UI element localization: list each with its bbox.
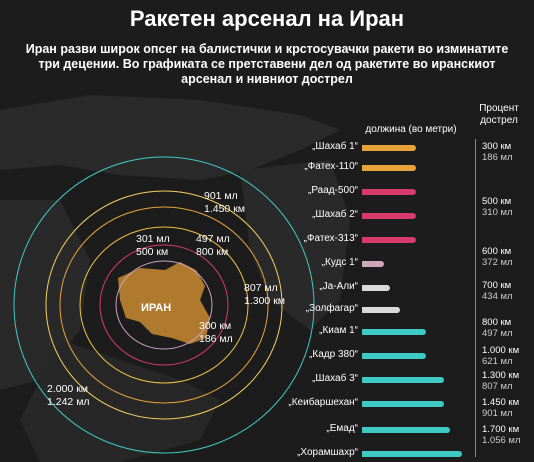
- missile-bar: [362, 237, 416, 243]
- range-label-300: 300 км 186 мл: [199, 320, 233, 345]
- landmass-north: [0, 95, 340, 180]
- missile-name: „Киам 1“: [319, 325, 358, 336]
- range-ring-300: [115, 260, 213, 350]
- range-label-2000: 2.000 км 1.242 мл: [47, 383, 90, 408]
- range-ring-2000: [13, 156, 315, 454]
- range-value: 500 км 310 мл: [482, 196, 513, 218]
- range-ring-1300: [59, 206, 269, 404]
- missile-name: „Фатех-313“: [303, 233, 358, 244]
- landmass-south: [20, 340, 220, 462]
- range-label-500: 301 мл 500 км: [136, 233, 170, 258]
- missile-name: „Золфагар“: [305, 303, 358, 314]
- range-value: 300 км 186 мл: [482, 141, 513, 163]
- range-ring-800: [79, 226, 249, 384]
- missile-bar: [362, 427, 450, 433]
- missile-bar: [362, 145, 416, 151]
- range-value: 700 км 434 мл: [482, 280, 513, 302]
- missile-name: „Фатех-110“: [304, 161, 358, 172]
- range-value: 1.450 км 901 мл: [482, 397, 520, 419]
- missile-bar: [362, 377, 444, 383]
- page-subtitle: Иран разви широк опсег на балистички и к…: [25, 42, 509, 86]
- length-header: должина (во метри): [365, 124, 457, 135]
- range-value: 800 км 497 мл: [482, 317, 513, 339]
- missile-bar: [362, 189, 416, 195]
- range-value: 1.000 км 621 мл: [482, 345, 520, 367]
- missile-bar: [362, 329, 426, 335]
- range-divider: [475, 139, 476, 457]
- missile-name: „Кадр 380“: [309, 349, 358, 360]
- range-label-800: 497 мл 800 км: [196, 233, 230, 258]
- missile-name: „Шахаб 2“: [312, 209, 358, 220]
- range-ring-1450: [45, 190, 283, 420]
- missile-name: „Хорамшахр“: [297, 447, 358, 458]
- range-label-1300: 807 мл 1.300 км: [244, 282, 286, 307]
- missile-bar: [362, 285, 390, 291]
- missile-name: „Шахаб 1“: [312, 141, 358, 152]
- missile-bar: [362, 401, 444, 407]
- page-title: Ракетен арсенал на Иран: [129, 6, 405, 31]
- range-value: 600 км 372 мл: [482, 246, 513, 268]
- missile-name: „Емад“: [326, 423, 358, 434]
- missile-name: „Шахаб 3“: [312, 373, 358, 384]
- missile-bar: [362, 213, 416, 219]
- missile-bar: [362, 261, 384, 267]
- range-value: 1.700 км 1.056 мл: [482, 424, 521, 446]
- missile-name: „Кеибаршехан“: [288, 397, 358, 408]
- missile-name: „Раад-500“: [308, 185, 358, 196]
- range-header: Процент дострел: [479, 103, 519, 126]
- missile-name: „Кудс 1“: [321, 257, 358, 268]
- country-label: ИРАН: [141, 302, 172, 314]
- landmass-east: [240, 160, 350, 330]
- range-label-1450: 901 мл 1.450 км: [204, 190, 246, 215]
- missile-bar: [362, 353, 426, 359]
- missile-name: „Ја-Али“: [319, 281, 358, 292]
- iran-shape: [118, 262, 210, 344]
- missile-bar: [362, 451, 462, 457]
- range-value: 1.300 км 807 мл: [482, 370, 520, 392]
- missile-bar: [362, 307, 400, 313]
- missile-bar: [362, 165, 416, 171]
- range-ring-500: [99, 244, 229, 366]
